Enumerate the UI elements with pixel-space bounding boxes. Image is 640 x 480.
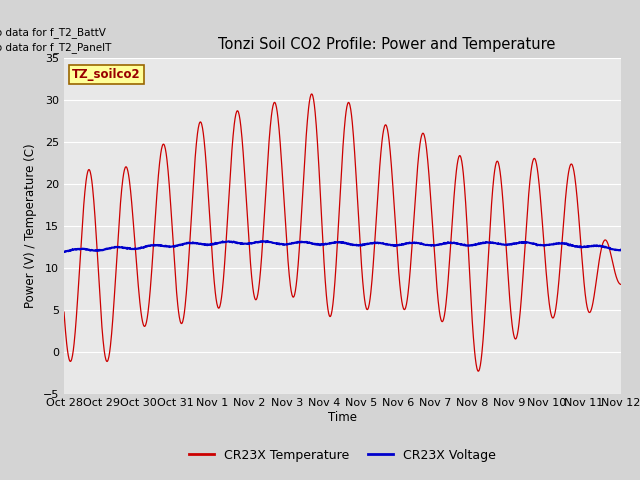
Text: No data for f_T2_PanelT: No data for f_T2_PanelT [0, 42, 111, 53]
Y-axis label: Power (V) / Temperature (C): Power (V) / Temperature (C) [24, 144, 37, 308]
Text: TZ_soilco2: TZ_soilco2 [72, 68, 141, 81]
Text: No data for f_T2_BattV: No data for f_T2_BattV [0, 27, 106, 38]
X-axis label: Time: Time [328, 411, 357, 424]
Title: Tonzi Soil CO2 Profile: Power and Temperature: Tonzi Soil CO2 Profile: Power and Temper… [218, 37, 556, 52]
Legend: CR23X Temperature, CR23X Voltage: CR23X Temperature, CR23X Voltage [184, 444, 501, 467]
